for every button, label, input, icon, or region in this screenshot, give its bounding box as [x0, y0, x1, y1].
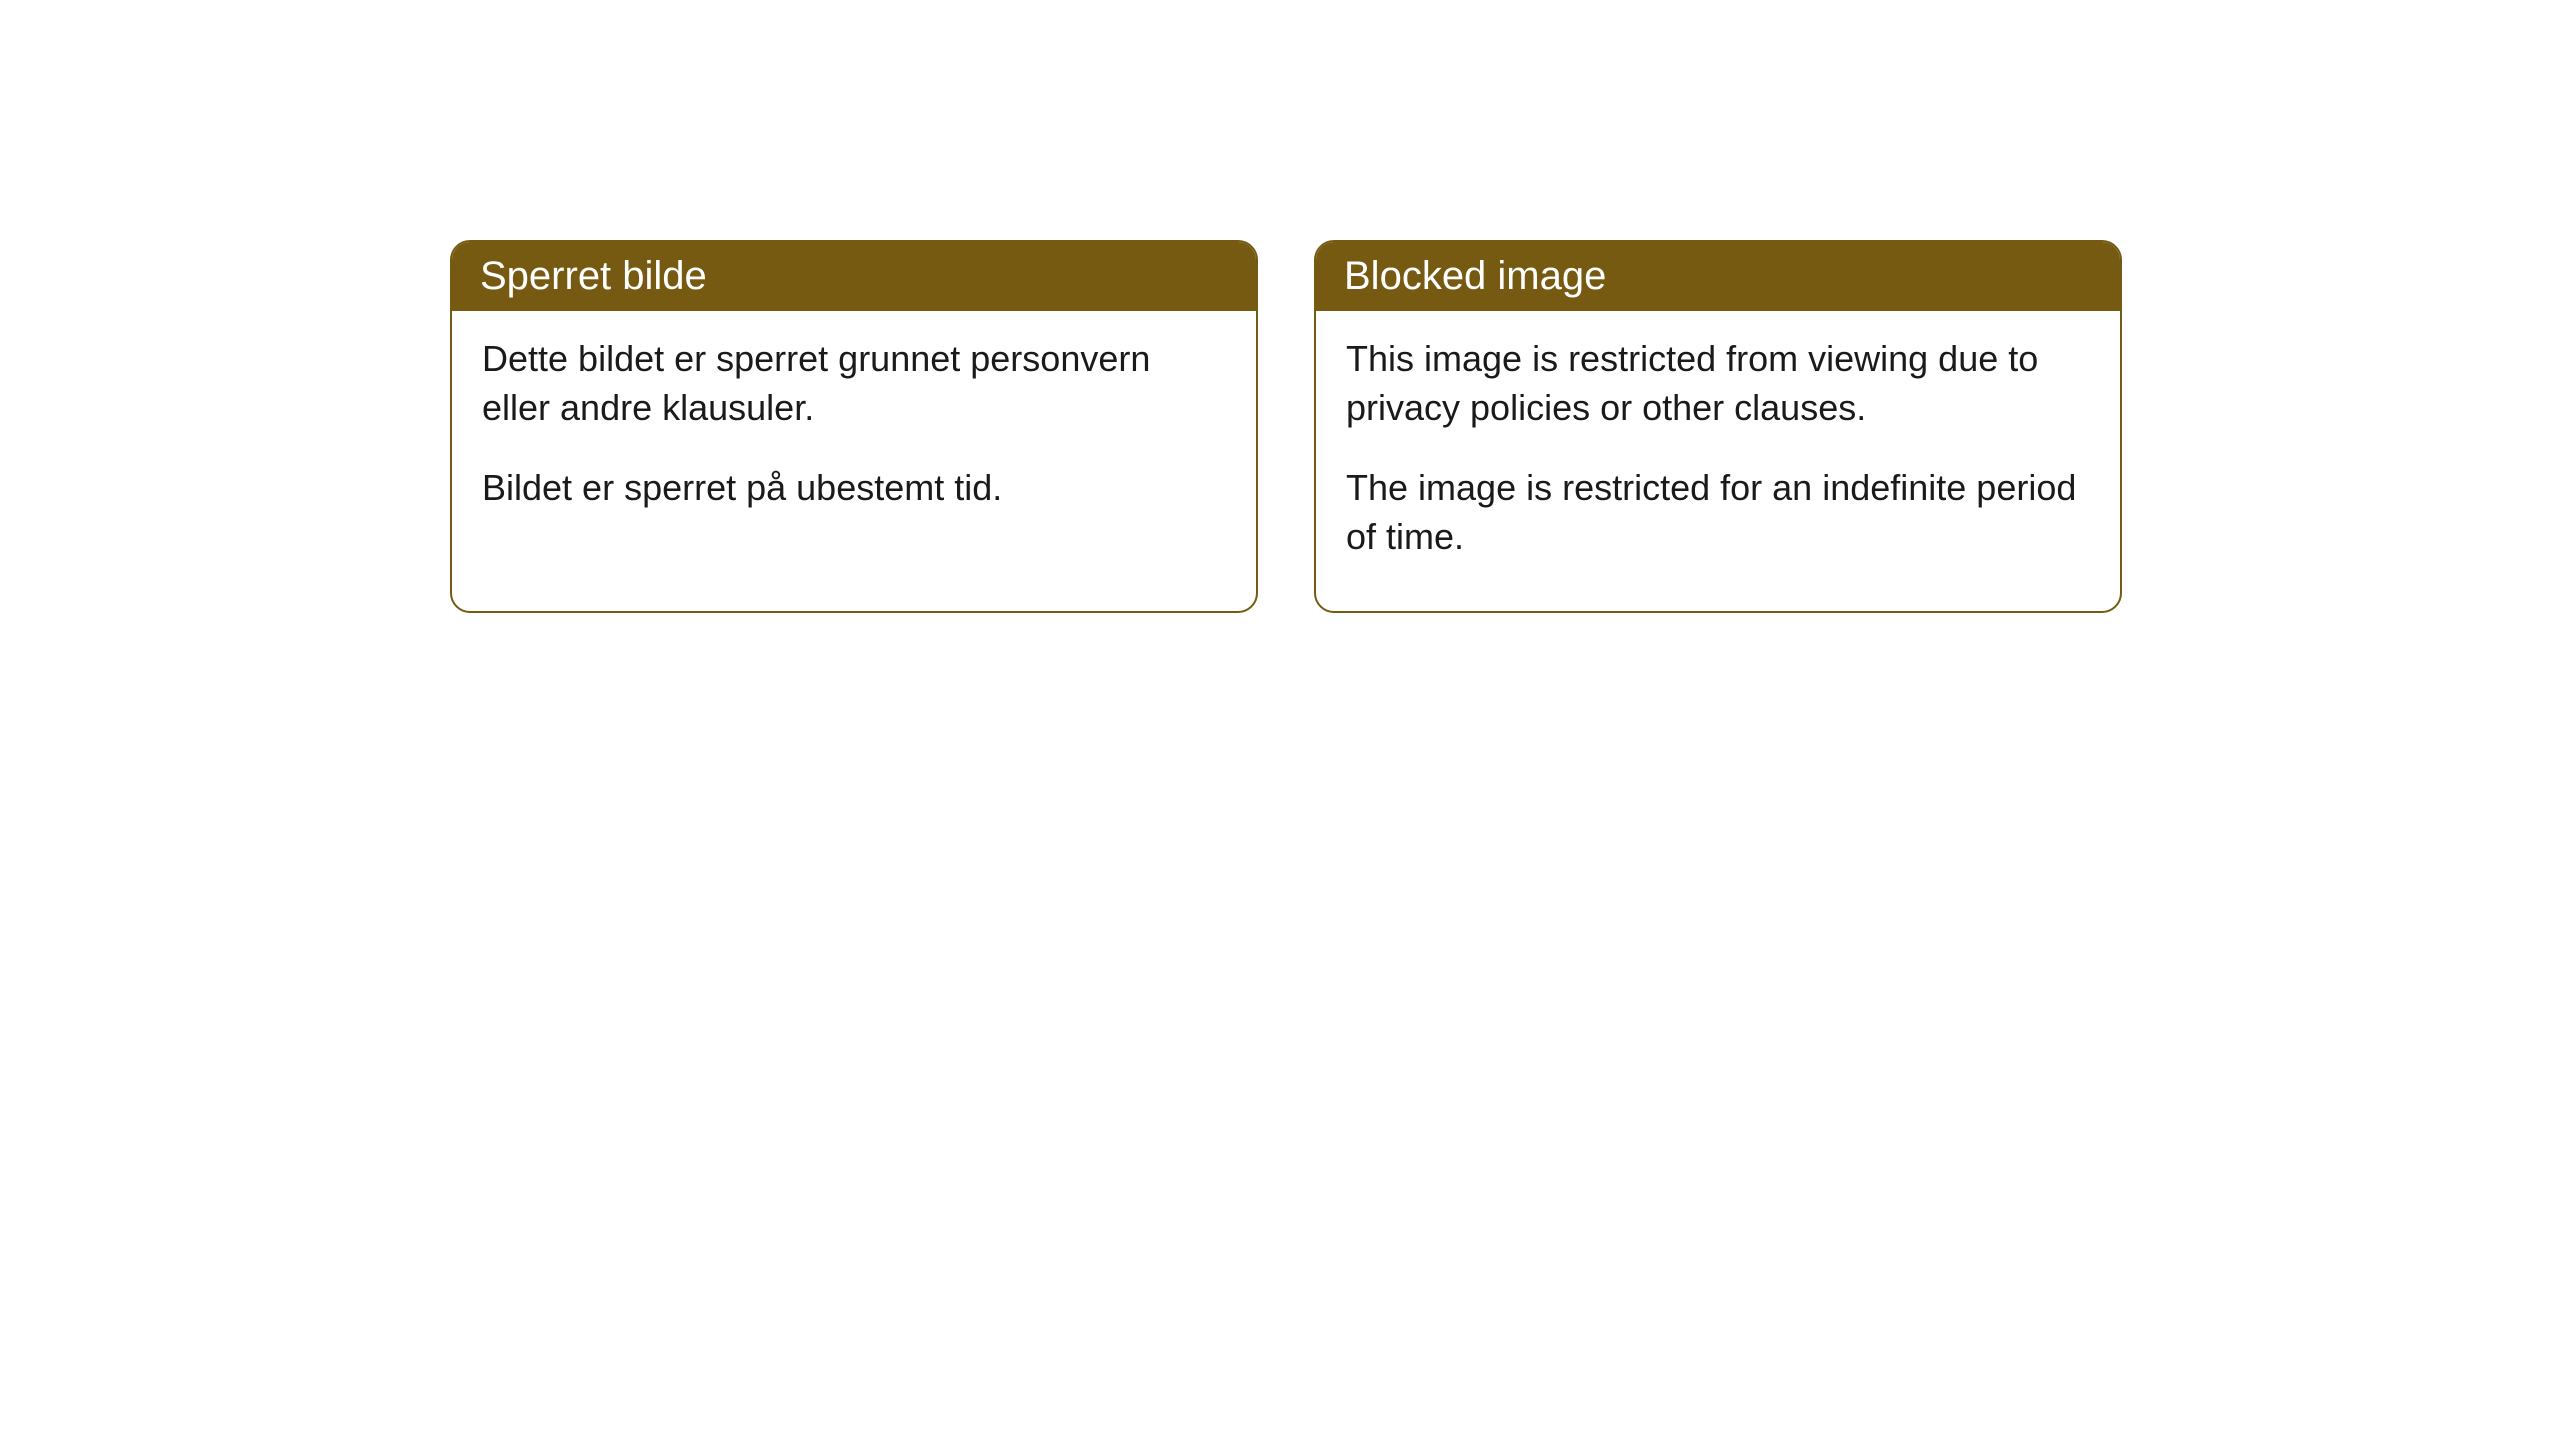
card-paragraph: Bildet er sperret på ubestemt tid. — [482, 464, 1226, 513]
notice-card-english: Blocked image This image is restricted f… — [1314, 240, 2122, 613]
card-paragraph: This image is restricted from viewing du… — [1346, 335, 2090, 432]
card-title: Blocked image — [1316, 242, 2120, 311]
card-body: This image is restricted from viewing du… — [1316, 311, 2120, 611]
notice-container: Sperret bilde Dette bildet er sperret gr… — [0, 0, 2560, 613]
card-paragraph: The image is restricted for an indefinit… — [1346, 464, 2090, 561]
card-paragraph: Dette bildet er sperret grunnet personve… — [482, 335, 1226, 432]
card-body: Dette bildet er sperret grunnet personve… — [452, 311, 1256, 563]
card-title: Sperret bilde — [452, 242, 1256, 311]
notice-card-norwegian: Sperret bilde Dette bildet er sperret gr… — [450, 240, 1258, 613]
